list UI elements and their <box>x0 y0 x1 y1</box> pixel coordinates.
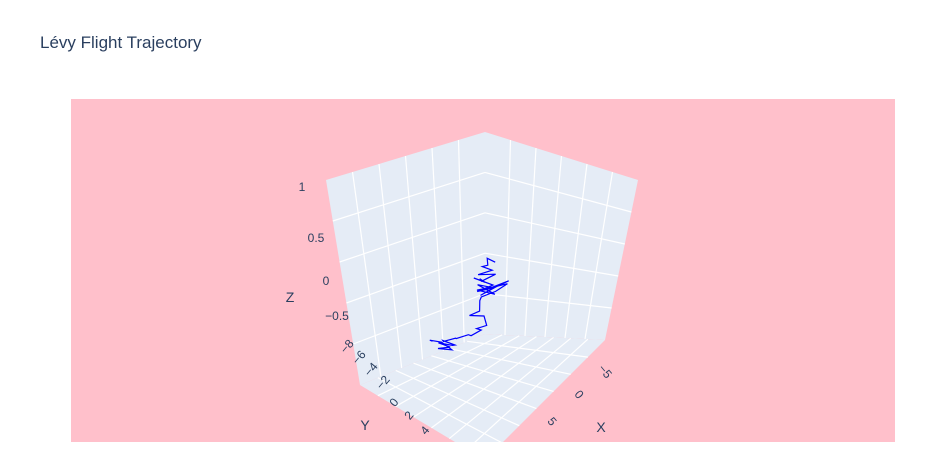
z-tick-label: 1 <box>299 180 306 194</box>
z-tick-label: 0 <box>323 274 330 288</box>
z-tick-label: 0.5 <box>308 231 325 245</box>
x-axis-label: X <box>596 419 606 435</box>
z-axis-label: Z <box>286 289 295 305</box>
z-tick-label: −0.5 <box>325 309 349 323</box>
x-tick-label: 0 <box>572 387 587 401</box>
y-axis-label: Y <box>360 417 370 433</box>
x-tick-label: −5 <box>595 362 615 382</box>
x-tick-label: 5 <box>545 414 560 428</box>
